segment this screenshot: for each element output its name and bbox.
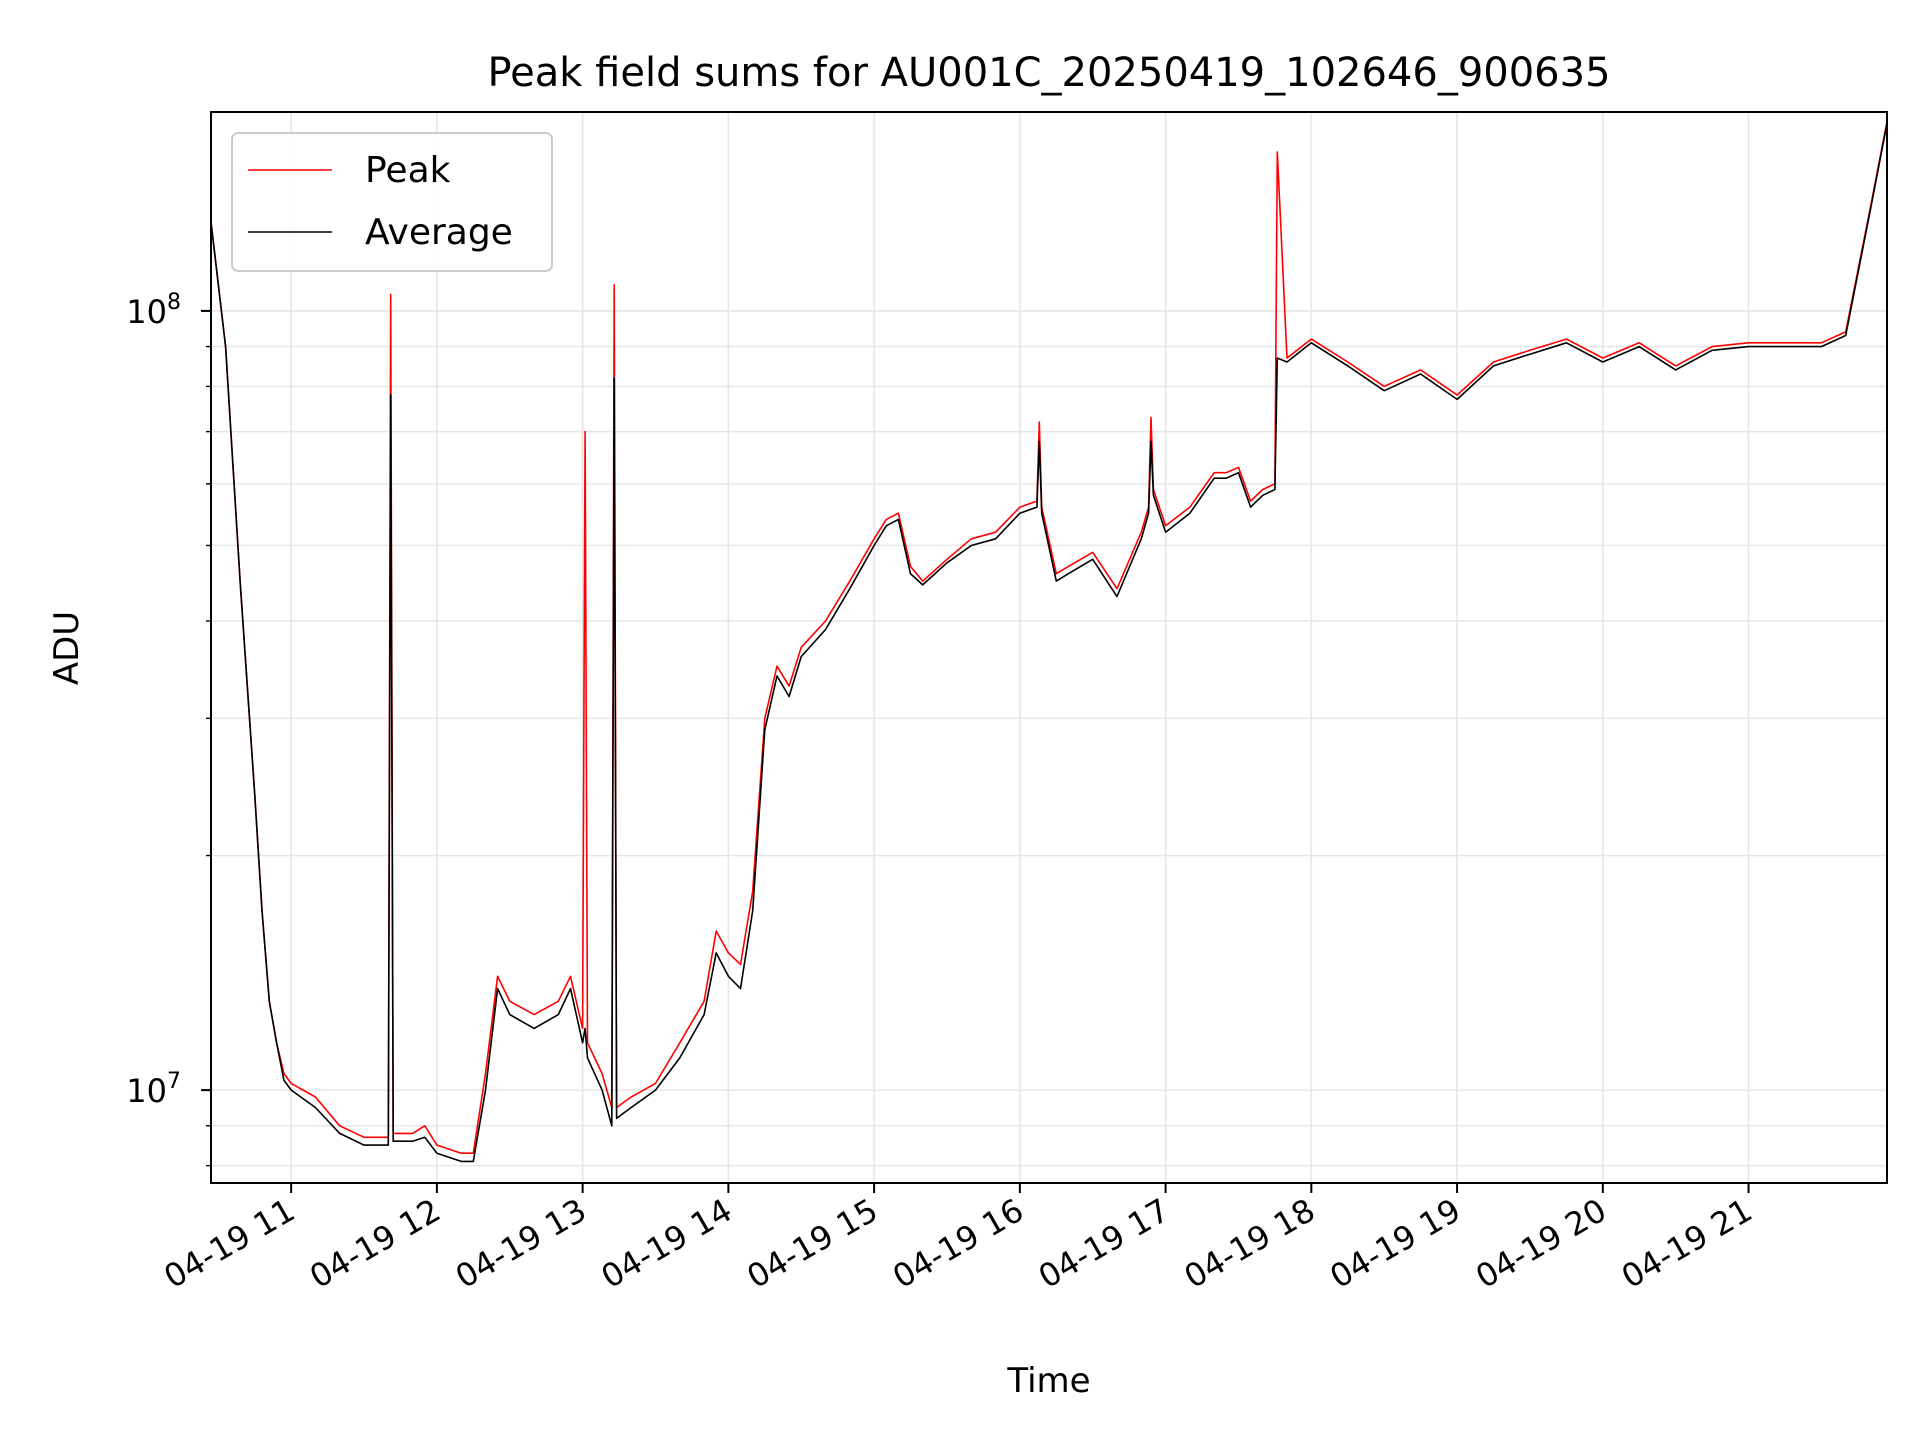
series-line-peak: [211, 121, 1887, 1154]
legend-label-average: Average: [365, 212, 513, 253]
plot-area: [211, 121, 1887, 1163]
y-axis-label: ADU: [47, 611, 87, 685]
series-line-average: [211, 123, 1887, 1163]
y-tick-label: 108: [126, 290, 181, 331]
x-axis-label: Time: [1006, 1361, 1090, 1401]
legend: Peak Average: [231, 132, 553, 272]
plot-frame: [210, 111, 1888, 1184]
grid: [211, 112, 1887, 1183]
legend-label-peak: Peak: [365, 150, 451, 191]
y-tick-label: 107: [126, 1069, 181, 1110]
chart-title: Peak field sums for AU001C_20250419_1026…: [487, 50, 1610, 96]
y-tick-base: 10: [126, 293, 167, 331]
y-tick-base: 10: [126, 1072, 167, 1110]
legend-box: [231, 132, 553, 272]
y-tick-exponent: 8: [167, 290, 181, 315]
y-tick-exponent: 7: [167, 1069, 181, 1094]
